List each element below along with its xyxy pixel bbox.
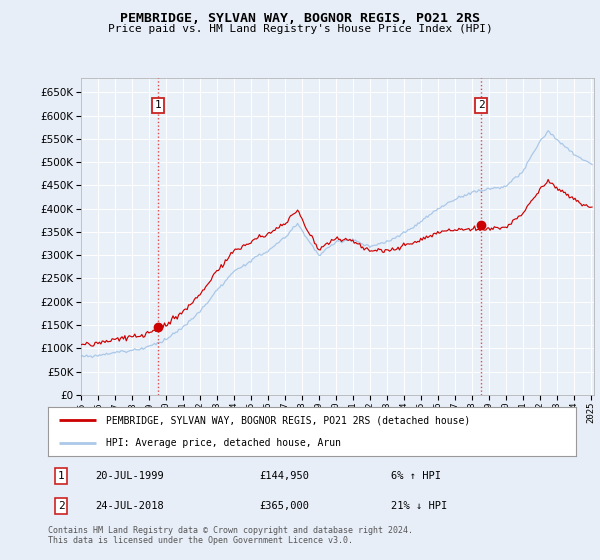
Text: 1: 1 xyxy=(155,100,161,110)
Text: Price paid vs. HM Land Registry's House Price Index (HPI): Price paid vs. HM Land Registry's House … xyxy=(107,24,493,34)
Text: This data is licensed under the Open Government Licence v3.0.: This data is licensed under the Open Gov… xyxy=(48,536,353,545)
Text: 20-JUL-1999: 20-JUL-1999 xyxy=(95,471,164,481)
Text: £144,950: £144,950 xyxy=(259,471,309,481)
Text: 2: 2 xyxy=(478,100,484,110)
Text: 2: 2 xyxy=(58,501,65,511)
Text: 1: 1 xyxy=(58,471,65,481)
Text: PEMBRIDGE, SYLVAN WAY, BOGNOR REGIS, PO21 2RS (detached house): PEMBRIDGE, SYLVAN WAY, BOGNOR REGIS, PO2… xyxy=(106,416,470,426)
Text: 21% ↓ HPI: 21% ↓ HPI xyxy=(391,501,448,511)
Text: Contains HM Land Registry data © Crown copyright and database right 2024.: Contains HM Land Registry data © Crown c… xyxy=(48,526,413,535)
Text: HPI: Average price, detached house, Arun: HPI: Average price, detached house, Arun xyxy=(106,438,341,448)
Text: 24-JUL-2018: 24-JUL-2018 xyxy=(95,501,164,511)
Text: 6% ↑ HPI: 6% ↑ HPI xyxy=(391,471,441,481)
Text: PEMBRIDGE, SYLVAN WAY, BOGNOR REGIS, PO21 2RS: PEMBRIDGE, SYLVAN WAY, BOGNOR REGIS, PO2… xyxy=(120,12,480,25)
Text: £365,000: £365,000 xyxy=(259,501,309,511)
